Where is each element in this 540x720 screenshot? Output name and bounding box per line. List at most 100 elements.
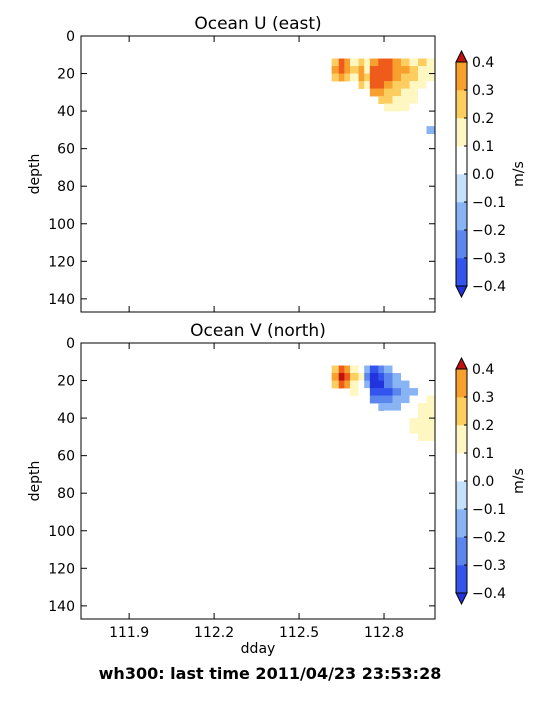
heatmap-cell [378, 395, 385, 404]
heatmap-cell [369, 58, 379, 67]
heatmap-cell [418, 433, 427, 442]
heatmap-cell [401, 373, 410, 381]
heatmap-cell [401, 418, 410, 427]
colorbar-tick-label: −0.3 [472, 558, 506, 574]
heatmap-cell [409, 403, 419, 411]
y-tick-label: 140 [48, 599, 75, 615]
heatmap-cell [401, 88, 410, 97]
colorbar-segment [456, 453, 467, 482]
heatmap-cell [401, 395, 410, 404]
heatmap-cell [358, 58, 365, 67]
heatmap-cell [331, 58, 340, 67]
colorbar-tick-label: −0.4 [472, 586, 506, 602]
colorbar-segment [456, 230, 467, 259]
heatmap-cell [426, 126, 436, 135]
heatmap-cell [418, 365, 427, 374]
heatmap-cell [392, 103, 402, 112]
y-tick-label: 60 [57, 142, 75, 158]
colorbar-tick-label: 0.4 [472, 362, 494, 378]
figure-canvas: Ocean U (east) 0 20 40 60 80 100 120 140 depth −0.… [27, 14, 527, 657]
colorbar-segment [456, 174, 467, 203]
heatmap-cell [392, 418, 402, 427]
heatmap-cell [426, 433, 436, 442]
plot-frame [80, 342, 436, 620]
x-tick-label: 111.9 [109, 625, 149, 641]
colorbar-tick-label: −0.2 [472, 530, 506, 546]
heatmap-cell [364, 73, 371, 82]
heatmap-cell [401, 66, 410, 74]
heatmap-cell [401, 388, 410, 396]
heatmap-cell [426, 66, 436, 74]
heatmap-cell [358, 73, 365, 82]
heatmap-cell [338, 365, 345, 374]
heatmap-cell [344, 380, 351, 389]
heatmap-cell [364, 373, 371, 381]
heatmap-cell [344, 73, 351, 82]
y-tick-label: 80 [57, 486, 75, 502]
heatmap-cell [392, 410, 402, 419]
heatmap-cell [409, 58, 419, 67]
heatmap-cell [384, 403, 393, 411]
heatmap-cell [378, 388, 385, 396]
y-tick-label: 80 [57, 179, 75, 195]
heatmap-cell [392, 66, 402, 74]
heatmap-cell [369, 66, 379, 74]
heatmap-cell [401, 58, 410, 67]
heatmap-cell [426, 425, 436, 434]
heatmap-cell [338, 373, 345, 381]
heatmap-cell [369, 380, 379, 389]
heatmap-cell [401, 380, 410, 389]
heatmap-cell [331, 66, 340, 74]
colorbar-under-extension [455, 285, 468, 299]
heatmap-cell [401, 111, 410, 120]
heatmap-cell [418, 388, 427, 396]
heatmap-cell [409, 418, 419, 427]
colorbar-tick-label: −0.4 [472, 279, 506, 295]
y-tick-label: 120 [48, 561, 75, 577]
heatmap-cell [409, 96, 419, 104]
heatmap-cell [358, 388, 365, 396]
heatmap-cell [418, 418, 427, 427]
heatmap-cell [401, 410, 410, 419]
colorbar-tick-label: 0.2 [472, 111, 494, 127]
heatmap-cell [350, 66, 359, 74]
heatmap-cell [426, 403, 436, 411]
heatmap-cell [350, 365, 359, 374]
heatmap-cell [378, 88, 385, 97]
heatmap-cell [418, 88, 427, 97]
y-tick-label: 40 [57, 411, 75, 427]
heatmap-cell [401, 73, 410, 82]
colorbar-over-extension [455, 356, 468, 370]
colorbar-tick-label: 0.2 [472, 418, 494, 434]
heatmap-cell [344, 365, 351, 374]
heatmap-cell [418, 103, 427, 112]
heatmap-cell [358, 66, 365, 74]
heatmap-cell [418, 96, 427, 104]
colorbar-under-extension [455, 592, 468, 606]
y-tick-label: 20 [57, 67, 75, 83]
heatmap-cell [426, 118, 436, 127]
heatmap-cell [426, 410, 436, 419]
y-tick-label: 60 [57, 449, 75, 465]
heatmap-cell [418, 66, 427, 74]
heatmap-cell [418, 111, 427, 120]
heatmap-cell [401, 96, 410, 104]
heatmap-cell [392, 373, 402, 381]
heatmap-cell [392, 403, 402, 411]
y-tick-label: 140 [48, 292, 75, 308]
colorbar-segment [456, 369, 467, 398]
colorbar-segment [456, 481, 467, 510]
y-tick-label: 100 [48, 217, 75, 233]
heatmap-cell [364, 58, 371, 67]
heatmap-cell [384, 373, 393, 381]
heatmap-cell [409, 395, 419, 404]
heatmap-cell [409, 111, 419, 120]
heatmap-cell [418, 380, 427, 389]
heatmap-cell [327, 66, 333, 74]
colorbar: −0.4 −0.3 −0.2 −0.1 0.0 0.1 0.2 0.3 0.4 m/s [455, 49, 527, 299]
heatmap-cell [426, 103, 436, 112]
heatmap-cell [409, 103, 419, 112]
heatmap-cell [426, 365, 436, 374]
heatmap-cell [384, 380, 393, 389]
heatmap-cell [392, 395, 402, 404]
